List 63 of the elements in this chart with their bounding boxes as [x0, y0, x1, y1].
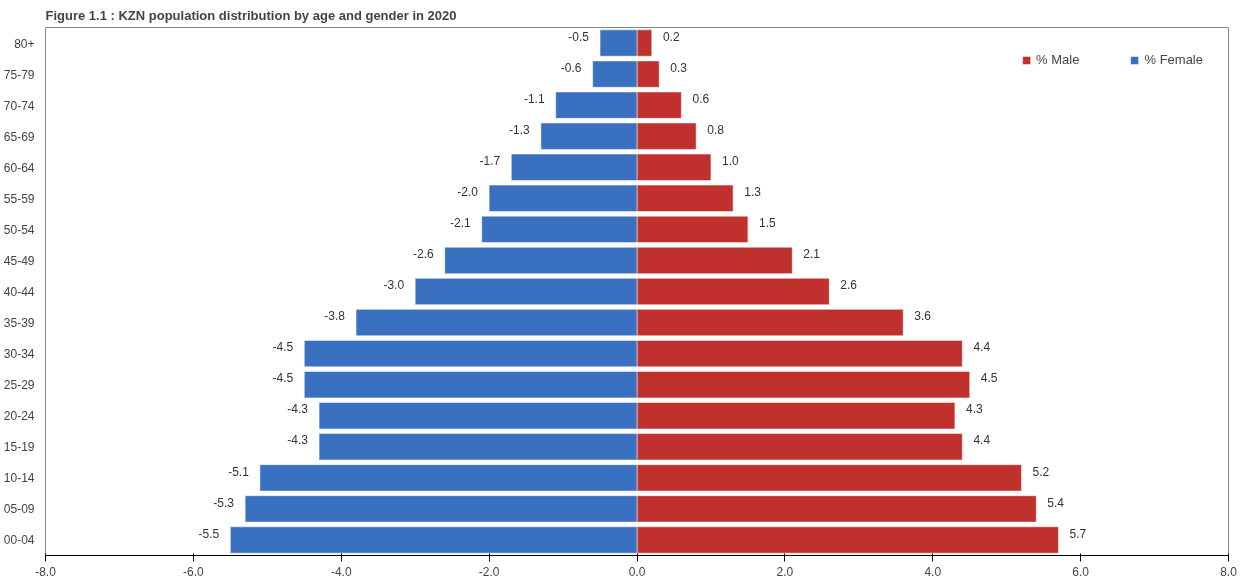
data-label: 0.2 — [662, 29, 680, 44]
y-tick-label: 70-74 — [3, 98, 35, 113]
data-label: 5.2 — [1032, 464, 1050, 479]
y-tick-label: 80+ — [14, 36, 35, 51]
y-tick-label: 55-59 — [3, 191, 35, 206]
x-tick-label: 8.0 — [1220, 564, 1238, 579]
y-tick-label: 15-19 — [3, 440, 35, 455]
data-label: 4.4 — [973, 433, 991, 448]
data-label: -5.3 — [213, 495, 235, 510]
y-tick-label: 10-14 — [3, 471, 35, 486]
data-label: -4.3 — [287, 402, 309, 417]
data-label: 1.5 — [759, 216, 776, 231]
data-label: 4.5 — [980, 371, 998, 386]
y-tick-label: 50-54 — [3, 222, 35, 237]
x-tick-label: -4.0 — [330, 564, 352, 579]
x-tick-label: -2.0 — [478, 564, 500, 579]
y-tick-label: 00-04 — [3, 533, 35, 548]
data-label: -1.1 — [523, 91, 545, 106]
y-tick-label: 65-69 — [3, 129, 35, 144]
data-label: -4.5 — [272, 340, 294, 355]
data-label: 1.0 — [722, 153, 740, 168]
data-label: -1.7 — [479, 153, 501, 168]
data-label: -3.8 — [324, 309, 346, 324]
y-tick-label: 60-64 — [3, 160, 35, 175]
data-label: -4.3 — [287, 433, 309, 448]
data-label: -2.6 — [412, 247, 434, 262]
y-tick-label: 30-34 — [3, 347, 35, 362]
data-label: 2.1 — [803, 247, 821, 262]
data-label: -5.5 — [198, 526, 220, 541]
data-label: -4.5 — [272, 371, 294, 386]
x-tick-label: -6.0 — [183, 564, 205, 579]
y-tick-label: 45-49 — [3, 253, 35, 268]
data-label: -0.6 — [560, 60, 582, 75]
data-label: 5.7 — [1069, 526, 1087, 541]
data-label: -2.1 — [449, 216, 471, 231]
data-label: 0.8 — [707, 122, 725, 137]
x-tick-label: 6.0 — [1072, 564, 1090, 579]
y-tick-label: 20-24 — [3, 409, 35, 424]
data-label: 2.6 — [840, 278, 858, 293]
data-label: -0.5 — [568, 29, 590, 44]
data-label: 4.4 — [973, 340, 991, 355]
y-tick-label: 35-39 — [3, 316, 35, 331]
data-label: 0.6 — [692, 91, 710, 106]
data-label: -5.1 — [228, 464, 250, 479]
data-label: 3.6 — [914, 309, 932, 324]
x-tick-label: 4.0 — [924, 564, 942, 579]
y-tick-label: 40-44 — [3, 285, 35, 299]
legend-label: % Female — [1144, 52, 1203, 67]
x-tick-label: 2.0 — [776, 564, 794, 579]
data-label: 4.3 — [966, 402, 984, 417]
data-label: -3.0 — [383, 278, 405, 293]
x-tick-label: -8.0 — [35, 564, 57, 579]
data-label: -1.3 — [509, 122, 531, 137]
y-tick-label: 25-29 — [3, 378, 35, 393]
data-label: -2.0 — [457, 184, 479, 199]
y-tick-label: 75-79 — [3, 67, 35, 82]
data-label: 1.3 — [744, 184, 762, 199]
y-tick-label: 05-09 — [3, 502, 35, 517]
x-tick-label: 0.0 — [628, 564, 646, 579]
data-label: 0.3 — [670, 60, 688, 75]
chart-title: Figure 1.1 : KZN population distribution by age and gender in 2020 — [45, 7, 457, 23]
legend-label: % Male — [1036, 52, 1080, 67]
data-label: 5.4 — [1047, 495, 1065, 510]
